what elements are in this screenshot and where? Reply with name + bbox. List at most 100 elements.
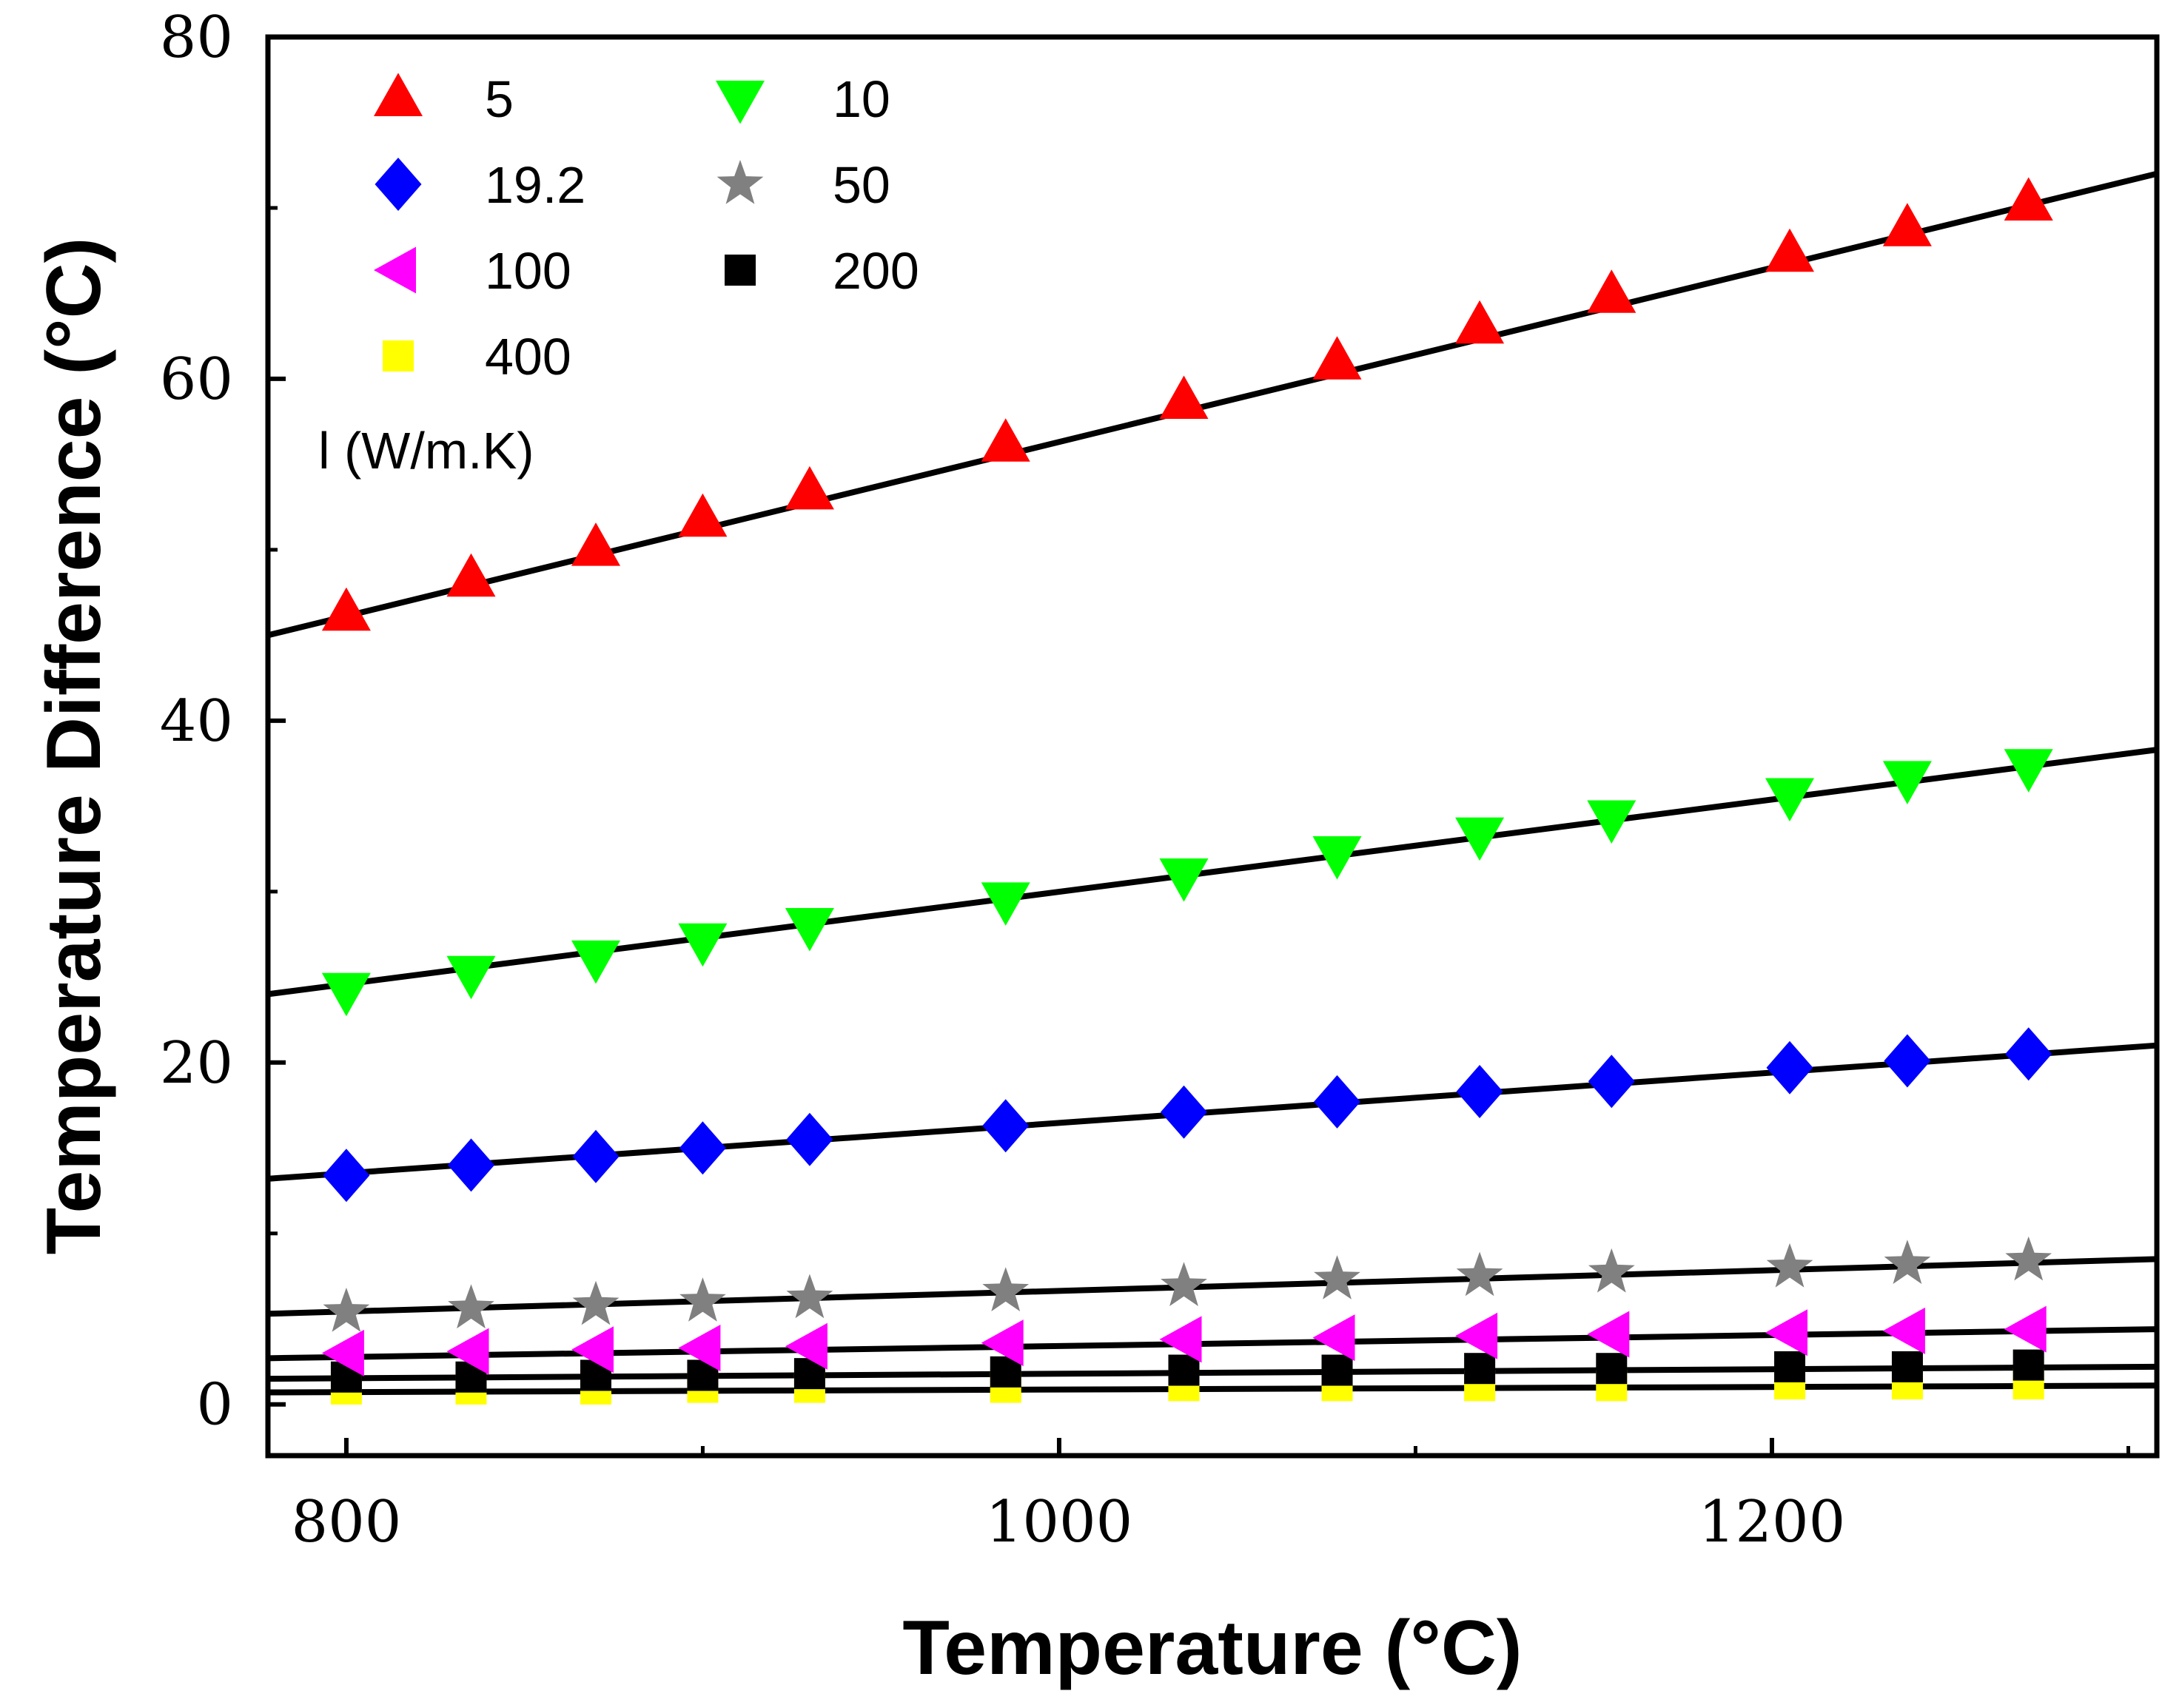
- legend-title: l (W/m.K): [318, 422, 534, 480]
- legend-marker-5: [725, 255, 756, 286]
- point-series-4: [1882, 1307, 1925, 1354]
- point-series-0: [1587, 269, 1636, 313]
- y-tick-label: 60: [160, 346, 233, 413]
- x-tick-label: 1000: [986, 1489, 1133, 1556]
- legend-label-3: 50: [833, 156, 890, 214]
- point-series-1: [1455, 817, 1505, 861]
- point-series-3: [448, 1284, 494, 1329]
- point-series-4: [571, 1326, 614, 1374]
- point-series-2: [1588, 1055, 1635, 1109]
- point-series-5: [1596, 1353, 1628, 1385]
- legend-marker-1: [716, 81, 765, 124]
- point-series-1: [981, 882, 1030, 926]
- point-series-2: [1456, 1065, 1503, 1118]
- point-series-2: [572, 1129, 620, 1183]
- point-series-3: [1456, 1251, 1503, 1297]
- plot-frame: [265, 34, 2160, 1459]
- fit-line-series-5: [267, 1363, 2158, 1382]
- y-tick-label: 80: [160, 4, 233, 71]
- point-series-5: [2013, 1349, 2044, 1381]
- point-series-3: [1588, 1248, 1635, 1293]
- point-series-2: [2005, 1027, 2052, 1081]
- fit-line-series-3: [267, 1256, 2158, 1317]
- point-series-3: [982, 1267, 1030, 1311]
- point-series-2: [679, 1121, 726, 1175]
- y-tick-label: 0: [196, 1372, 233, 1439]
- point-series-4: [785, 1322, 828, 1370]
- point-series-3: [572, 1280, 620, 1325]
- x-tick-label: 1200: [1699, 1489, 1846, 1556]
- point-series-4: [1159, 1316, 1202, 1363]
- point-series-0: [2004, 177, 2053, 221]
- fit-line-series-6: [267, 1382, 2158, 1396]
- legend-marker-0: [374, 73, 423, 116]
- legend-marker-6: [383, 340, 414, 371]
- point-series-3: [1884, 1240, 1931, 1284]
- point-series-3: [679, 1277, 726, 1322]
- point-series-1: [1587, 800, 1636, 844]
- axes: 0 20 40 60 80 800 1000 1200: [160, 4, 2130, 1556]
- point-series-0: [785, 465, 834, 510]
- fit-line-series-4: [267, 1326, 2158, 1362]
- point-series-0: [571, 522, 620, 566]
- point-series-5: [1891, 1351, 1923, 1382]
- data-points: [321, 177, 2053, 1405]
- point-series-4: [321, 1329, 364, 1376]
- point-series-2: [1161, 1085, 1207, 1139]
- point-series-4: [1587, 1311, 1630, 1358]
- point-series-4: [678, 1325, 721, 1371]
- legend: 5 10 19.2 50 100 200 400 l (W/m.K): [318, 70, 919, 480]
- point-series-4: [2004, 1305, 2047, 1353]
- point-series-2: [1884, 1034, 1931, 1088]
- point-series-5: [1321, 1354, 1353, 1386]
- legend-label-1: 10: [833, 70, 890, 128]
- point-series-5: [1464, 1353, 1496, 1385]
- point-series-0: [678, 493, 728, 537]
- fit-line-series-2: [267, 1042, 2158, 1182]
- fit-line-series-1: [267, 747, 2158, 998]
- legend-label-6: 400: [485, 328, 571, 386]
- point-series-0: [981, 418, 1030, 462]
- point-series-4: [1312, 1314, 1355, 1362]
- point-series-0: [321, 587, 371, 631]
- point-series-4: [981, 1319, 1024, 1367]
- point-series-2: [1766, 1040, 1813, 1095]
- point-series-2: [448, 1138, 494, 1192]
- point-series-5: [1774, 1351, 1806, 1382]
- legend-marker-4: [374, 246, 416, 294]
- point-series-1: [678, 923, 728, 967]
- x-axis-title: Temperature (°C): [902, 1605, 1522, 1691]
- legend-label-5: 200: [833, 242, 919, 300]
- point-series-3: [323, 1288, 370, 1332]
- point-series-1: [1765, 778, 1814, 821]
- legend-label-0: 5: [485, 70, 514, 128]
- point-series-2: [1314, 1075, 1360, 1129]
- point-series-1: [1159, 858, 1209, 902]
- point-series-3: [1161, 1262, 1207, 1306]
- point-series-1: [1882, 761, 1932, 804]
- y-axis-title: Temperature Difference (°C): [31, 238, 117, 1255]
- point-series-3: [1314, 1255, 1360, 1300]
- point-series-2: [982, 1099, 1030, 1153]
- point-series-0: [446, 553, 496, 597]
- point-series-2: [786, 1112, 833, 1166]
- point-series-1: [446, 955, 496, 1000]
- point-series-4: [1455, 1312, 1498, 1359]
- y-tick-label: 20: [160, 1030, 233, 1097]
- point-series-1: [571, 940, 620, 984]
- point-series-1: [2004, 749, 2053, 793]
- y-tick-label: 40: [160, 688, 233, 755]
- point-series-1: [321, 972, 371, 1017]
- legend-label-4: 100: [485, 242, 571, 300]
- point-series-3: [2005, 1236, 2052, 1281]
- point-series-1: [1312, 836, 1362, 880]
- legend-marker-2: [375, 158, 422, 211]
- point-series-0: [1159, 375, 1209, 419]
- point-series-4: [1765, 1309, 1807, 1356]
- legend-label-2: 19.2: [485, 156, 585, 214]
- point-series-0: [1765, 228, 1814, 272]
- point-series-3: [1766, 1243, 1813, 1288]
- point-series-0: [1882, 203, 1932, 246]
- point-series-5: [1168, 1354, 1200, 1386]
